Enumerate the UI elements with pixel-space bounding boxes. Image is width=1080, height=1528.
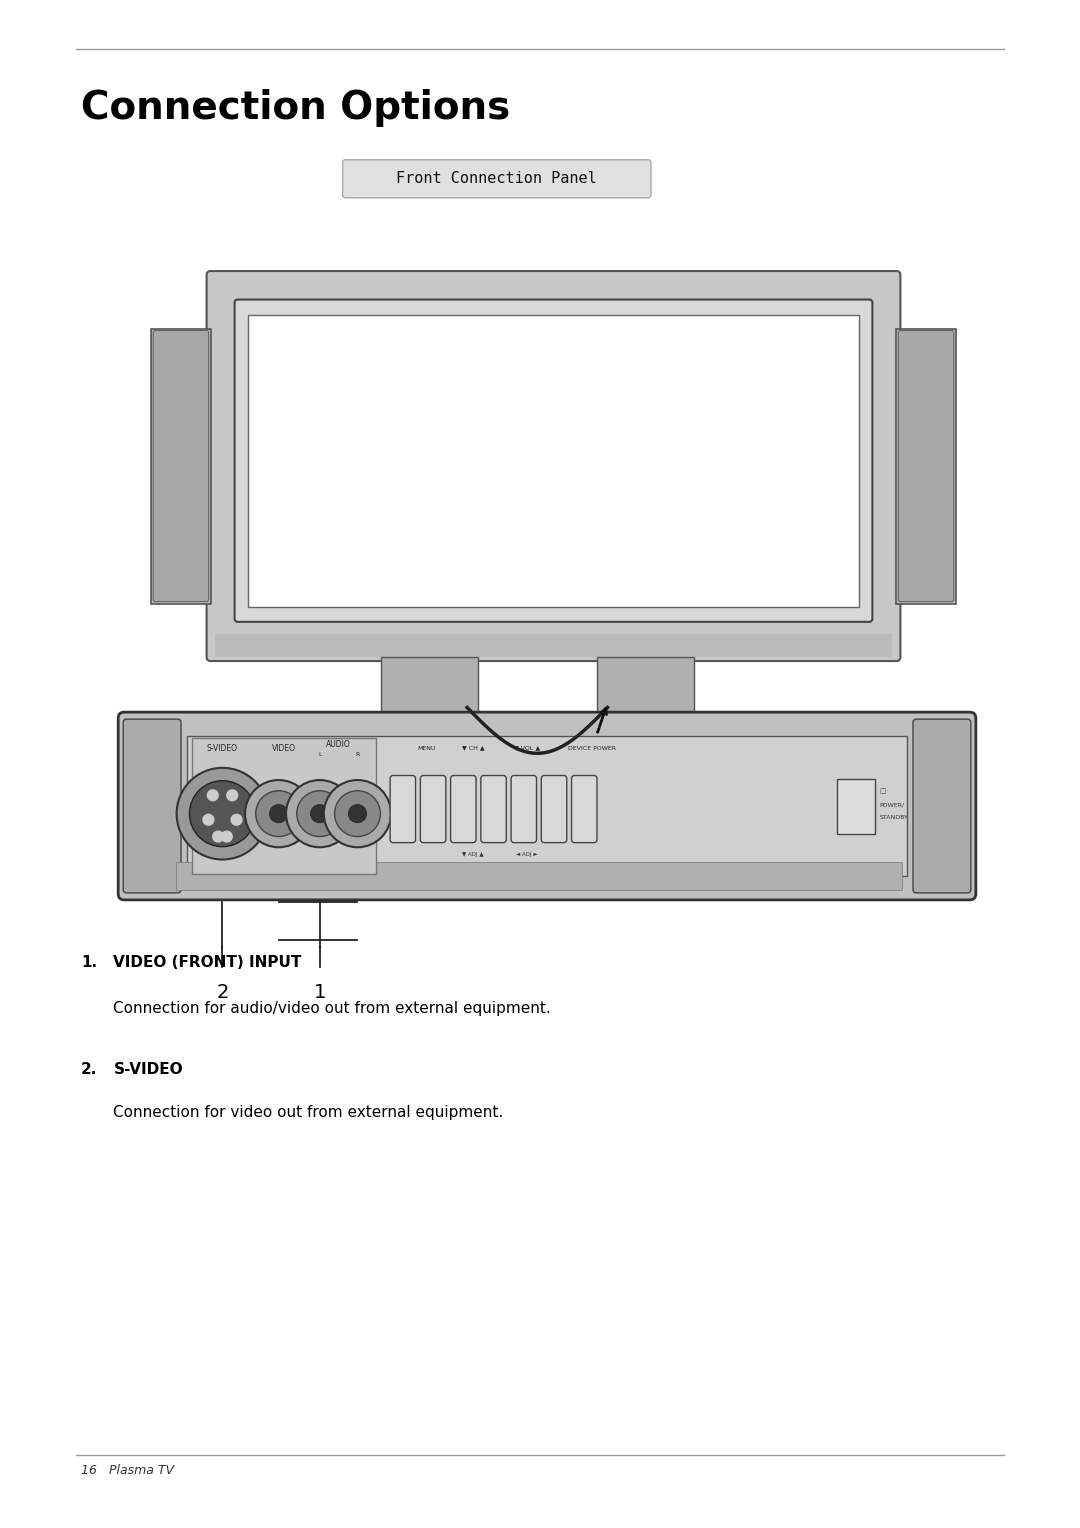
- Bar: [151, 329, 211, 604]
- Text: 2.: 2.: [81, 1062, 97, 1077]
- Text: R: R: [355, 752, 360, 756]
- Bar: [597, 657, 694, 715]
- Circle shape: [226, 788, 239, 801]
- Text: MENU: MENU: [417, 746, 436, 750]
- FancyBboxPatch shape: [118, 712, 976, 900]
- Text: S-VIDEO: S-VIDEO: [207, 744, 238, 753]
- Circle shape: [206, 788, 219, 801]
- FancyBboxPatch shape: [899, 330, 954, 602]
- Text: ▼ CH ▲: ▼ CH ▲: [462, 746, 484, 750]
- Text: ▼ ADJ ▲: ▼ ADJ ▲: [462, 853, 484, 857]
- FancyBboxPatch shape: [153, 330, 208, 602]
- Text: POWER/: POWER/: [880, 804, 905, 808]
- Text: AUDIO: AUDIO: [326, 740, 350, 749]
- Text: L: L: [318, 752, 322, 756]
- Circle shape: [270, 804, 287, 822]
- FancyBboxPatch shape: [390, 776, 416, 842]
- FancyBboxPatch shape: [342, 160, 651, 197]
- Text: ▼ VOL ▲: ▼ VOL ▲: [514, 746, 540, 750]
- Circle shape: [212, 831, 225, 843]
- Circle shape: [324, 779, 391, 847]
- FancyBboxPatch shape: [481, 776, 507, 842]
- Text: S-VIDEO: S-VIDEO: [113, 1062, 183, 1077]
- FancyBboxPatch shape: [206, 270, 901, 662]
- FancyBboxPatch shape: [420, 776, 446, 842]
- Circle shape: [297, 792, 342, 837]
- Circle shape: [202, 813, 215, 825]
- Text: Connection Options: Connection Options: [81, 89, 510, 127]
- FancyBboxPatch shape: [913, 720, 971, 892]
- Text: 1: 1: [313, 983, 326, 1001]
- Text: Connection for audio/video out from external equipment.: Connection for audio/video out from exte…: [113, 1001, 551, 1016]
- Circle shape: [189, 781, 256, 847]
- Text: 2: 2: [216, 983, 229, 1001]
- Circle shape: [335, 792, 380, 837]
- Text: 1.: 1.: [81, 955, 97, 970]
- Text: Front Connection Panel: Front Connection Panel: [396, 171, 597, 186]
- Circle shape: [220, 831, 233, 843]
- Circle shape: [286, 779, 353, 847]
- Bar: [192, 738, 376, 874]
- FancyBboxPatch shape: [541, 776, 567, 842]
- Bar: [380, 657, 477, 715]
- Circle shape: [230, 813, 243, 825]
- Bar: [837, 779, 875, 834]
- FancyBboxPatch shape: [450, 776, 476, 842]
- FancyBboxPatch shape: [234, 299, 873, 622]
- Text: ◄ ADJ ►: ◄ ADJ ►: [516, 853, 538, 857]
- Circle shape: [256, 792, 301, 837]
- FancyBboxPatch shape: [123, 720, 181, 892]
- Text: VIDEO: VIDEO: [272, 744, 296, 753]
- Text: STANDBY: STANDBY: [880, 816, 908, 821]
- Text: □: □: [880, 788, 887, 793]
- FancyBboxPatch shape: [571, 776, 597, 842]
- Circle shape: [349, 804, 366, 822]
- Circle shape: [245, 779, 312, 847]
- Text: Connection for video out from external equipment.: Connection for video out from external e…: [113, 1105, 503, 1120]
- FancyBboxPatch shape: [511, 776, 537, 842]
- Circle shape: [311, 804, 328, 822]
- Bar: [896, 329, 956, 604]
- Bar: [215, 634, 892, 657]
- Text: DEVICE POWER: DEVICE POWER: [568, 746, 616, 750]
- Bar: [176, 862, 902, 889]
- Bar: [187, 736, 907, 876]
- Bar: [248, 315, 859, 607]
- Text: VIDEO (FRONT) INPUT: VIDEO (FRONT) INPUT: [113, 955, 301, 970]
- Circle shape: [177, 767, 268, 859]
- Bar: [365, 712, 711, 730]
- Text: 16   Plasma TV: 16 Plasma TV: [81, 1464, 174, 1478]
